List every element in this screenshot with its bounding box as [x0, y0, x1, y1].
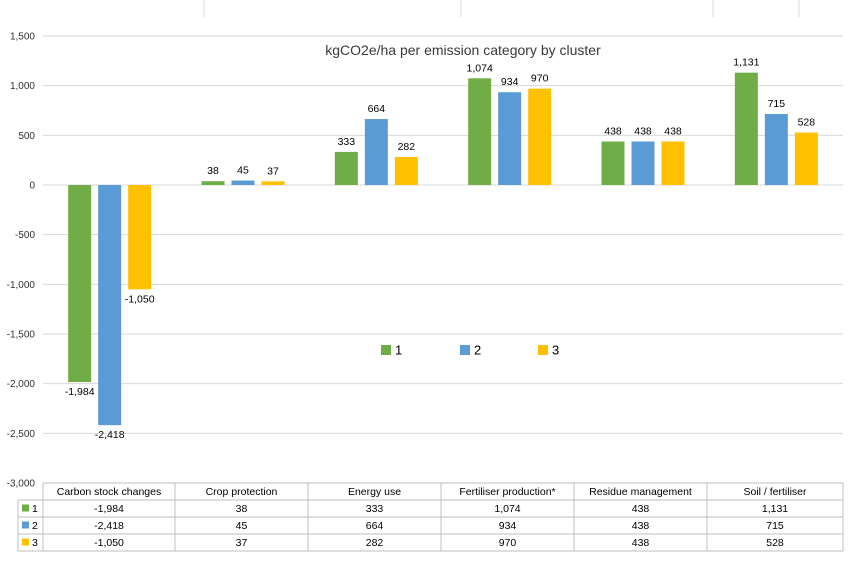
legend-label: 1	[395, 343, 402, 358]
legend-swatch	[538, 345, 548, 355]
table-row-label: 2	[32, 520, 38, 532]
table-cell: -2,418	[94, 520, 124, 532]
y-tick-label: -500	[15, 230, 35, 241]
bar-series-1	[468, 78, 492, 185]
table-cell: 1,074	[494, 503, 520, 515]
table-cell: 528	[766, 537, 784, 549]
chart-title: kgCO2e/ha per emission category by clust…	[325, 42, 601, 58]
data-label: 664	[368, 103, 386, 115]
table-header-cell: Energy use	[348, 486, 401, 498]
legend-swatch	[460, 345, 470, 355]
data-label: 438	[634, 125, 652, 137]
bar-series-2	[98, 185, 122, 426]
data-label: -2,418	[95, 429, 125, 441]
table-legend-swatch	[22, 504, 29, 512]
table-cell: 1,131	[762, 503, 788, 515]
table-legend-swatch	[22, 538, 29, 546]
y-tick-label: -1,500	[7, 330, 36, 341]
table-header-cell: Carbon stock changes	[57, 486, 161, 498]
data-label: 438	[604, 125, 622, 137]
legend-label: 2	[474, 343, 481, 358]
bar-series-2	[231, 180, 255, 185]
legend-swatch	[381, 345, 391, 355]
bar-series-2	[364, 119, 388, 185]
bar-series-2	[631, 141, 655, 185]
bar-series-3	[661, 141, 685, 185]
y-tick-label: 500	[18, 131, 35, 142]
table-row-label: 3	[32, 537, 38, 549]
data-label: -1,050	[125, 293, 155, 305]
data-label: 38	[207, 165, 219, 177]
bar-series-2	[498, 92, 522, 185]
bar-series-1	[201, 181, 225, 185]
bar-series-3	[128, 185, 152, 290]
data-label: 528	[798, 117, 816, 129]
table-row-label: 1	[32, 503, 38, 515]
table-header-cell: Fertiliser production*	[459, 486, 555, 498]
table-cell: 282	[366, 537, 384, 549]
table-cell: 438	[632, 520, 650, 532]
bar-series-1	[334, 151, 358, 185]
table-cell: 333	[366, 503, 384, 515]
table-cell: -1,050	[94, 537, 124, 549]
data-label: 970	[531, 73, 549, 85]
table-cell: 438	[632, 537, 650, 549]
bar-series-1	[68, 185, 92, 383]
bar-series-3	[528, 88, 552, 185]
data-label: 333	[338, 136, 356, 148]
data-label: -1,984	[65, 386, 95, 398]
bar-series-1	[734, 72, 758, 185]
data-label: 282	[398, 141, 416, 153]
table-cell: 664	[366, 520, 384, 532]
data-label: 934	[501, 76, 519, 88]
data-label: 37	[267, 165, 279, 177]
data-label: 1,131	[733, 57, 759, 69]
table-cell: 38	[236, 503, 248, 515]
data-label: 715	[768, 98, 786, 110]
legend-label: 3	[552, 343, 559, 358]
table-cell: 37	[236, 537, 248, 549]
table-cell: 45	[236, 520, 248, 532]
y-tick-label: -2,500	[7, 429, 36, 440]
data-label: 45	[237, 165, 249, 177]
y-tick-label: 1,500	[10, 32, 35, 43]
bar-series-3	[394, 156, 418, 185]
y-tick-label: 1,000	[10, 81, 35, 92]
y-tick-label: -2,000	[7, 379, 36, 390]
table-legend-swatch	[22, 521, 29, 529]
table-header-cell: Crop protection	[206, 486, 278, 498]
table-cell: -1,984	[94, 503, 124, 515]
y-tick-label: 0	[29, 181, 35, 192]
table-header-cell: Soil / fertiliser	[743, 486, 807, 498]
table-cell: 438	[632, 503, 650, 515]
bar-series-2	[764, 113, 788, 185]
bar-series-3	[261, 181, 285, 185]
table-header-cell: Residue management	[589, 486, 692, 498]
table-cell: 715	[766, 520, 784, 532]
data-label: 1,074	[467, 62, 493, 74]
table-cell: 970	[499, 537, 517, 549]
y-tick-label: -1,000	[7, 280, 36, 291]
bar-series-3	[794, 132, 818, 185]
y-tick-label: -3,000	[7, 479, 36, 490]
bar-series-1	[601, 141, 625, 185]
data-label: 438	[664, 125, 682, 137]
table-cell: 934	[499, 520, 517, 532]
